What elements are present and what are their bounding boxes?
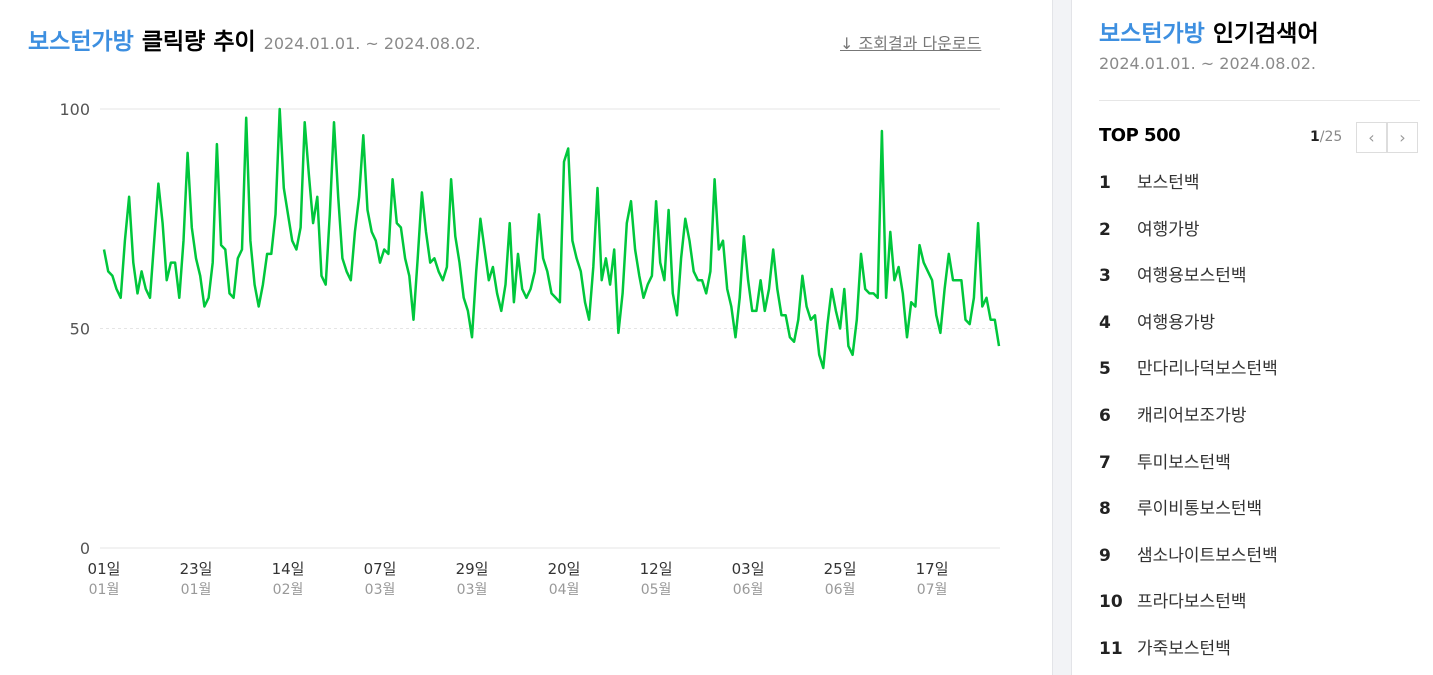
chart-heading: 보스턴가방 클릭량 추이 2024.01.01. ~ 2024.08.02. [28,22,481,56]
chart-panel: 보스턴가방 클릭량 추이 2024.01.01. ~ 2024.08.02. ↓ … [28,22,1001,598]
x-tick-sublabel: 02월 [273,582,304,598]
keyword: 여행용가방 [1137,312,1216,333]
keyword-item[interactable]: 4 여행용가방 [1099,308,1215,333]
page-current: 1 [1310,129,1320,145]
keyword: 투미보스턴백 [1137,452,1231,473]
x-tick-label: 17일 [916,560,949,578]
popular-title: 인기검색어 [1212,21,1319,47]
x-tick-label: 20일 [548,560,581,578]
x-tick-sublabel: 07월 [917,582,948,598]
x-tick-sublabel: 06월 [825,582,856,598]
x-tick-sublabel: 03월 [457,582,488,598]
y-tick-label: 100 [59,100,90,119]
x-tick-sublabel: 01월 [89,582,120,598]
rank: 1 [1099,173,1111,193]
keyword: 여행용보스턴백 [1137,266,1247,287]
rank: 8 [1099,499,1111,520]
rank: 7 [1099,452,1111,473]
keyword: 샘소나이트보스턴백 [1137,545,1278,566]
rank: 4 [1099,312,1111,333]
x-tick-sublabel: 04월 [549,582,580,598]
download-text: 조회결과 다운로드 [858,34,982,53]
x-tick-label: 03일 [732,560,765,578]
x-tick-label: 07일 [364,560,397,578]
keyword-item[interactable]: 7 투미보스턴백 [1099,448,1231,473]
rank: 3 [1099,266,1111,287]
keyword-item[interactable]: 8 루이비통보스턴백 [1099,494,1262,519]
popular-panel: 보스턴가방 인기검색어 2024.01.01. ~ 2024.08.02. TO… [1072,0,1433,675]
x-tick-sublabel: 01월 [181,582,212,598]
popular-heading: 보스턴가방 인기검색어 [1099,14,1319,48]
keyword-item[interactable]: 1 보스턴백 [1099,168,1200,193]
keyword: 프라다보스턴백 [1137,592,1247,613]
divider [1052,0,1072,675]
page-total: /25 [1319,129,1343,145]
rank: 5 [1099,359,1111,380]
x-tick-label: 01일 [88,560,121,578]
keyword-item[interactable]: 6 캐리어보조가방 [1099,401,1246,426]
keyword: 만다리나덕보스턴백 [1137,359,1278,380]
x-tick-sublabel: 06월 [733,582,764,598]
next-button[interactable]: › [1387,122,1418,153]
keyword: 캐리어보조가방 [1137,406,1247,426]
separator [1099,100,1420,101]
keyword-item[interactable]: 2 여행가방 [1099,215,1200,240]
x-tick-sublabel: 03월 [365,582,396,598]
x-tick-label: 25일 [824,560,857,578]
x-tick-label: 29일 [456,560,489,578]
keyword-item[interactable]: 5 만다리나덕보스턴백 [1099,354,1278,379]
rank: 11 [1099,639,1123,659]
top-label: TOP 500 [1099,125,1181,146]
keyword: 보스턴백 [1137,173,1200,193]
heading-suffix: 클릭량 추이 [141,29,256,55]
chart: 0 50 100 01일 01월 23일 01월 14일 02월 07일 03월 29일 03월 20일 0… [59,100,1001,598]
line [102,107,1001,370]
period: 2024.01.01. ~ 2024.08.02. [263,34,481,53]
keyword: 여행가방 [1137,219,1200,240]
x-tick-sublabel: 05월 [641,582,672,598]
keyword-item[interactable]: 3 여행용보스턴백 [1099,261,1246,286]
rank: 9 [1099,545,1111,566]
x-tick-label: 23일 [180,560,213,578]
keyword-item[interactable]: 11 가죽보스턴백 [1099,634,1231,659]
x-tick-label: 12일 [640,560,673,578]
prev-button[interactable]: ‹ [1356,122,1387,153]
rank: 10 [1099,592,1123,613]
period: 2024.01.01. ~ 2024.08.02. [1099,54,1316,73]
keyword: 가죽보스턴백 [1137,639,1231,659]
rank: 6 [1099,406,1111,426]
pager: 1/25 [1310,129,1342,145]
x-tick-label: 14일 [272,560,305,578]
keyword: 보스턴가방 [1099,21,1205,47]
y-tick-label: 50 [70,320,90,339]
keyword-item[interactable]: 9 샘소나이트보스턴백 [1099,541,1278,566]
keyword-item[interactable]: 10 프라다보스턴백 [1099,587,1246,612]
rank: 2 [1099,219,1111,240]
y-tick-label: 0 [80,539,90,558]
download-link[interactable]: ↓ 조회결과 다운로드 [840,34,982,53]
keyword: 보스턴가방 [28,29,134,55]
keyword: 루이비통보스턴백 [1137,499,1263,520]
